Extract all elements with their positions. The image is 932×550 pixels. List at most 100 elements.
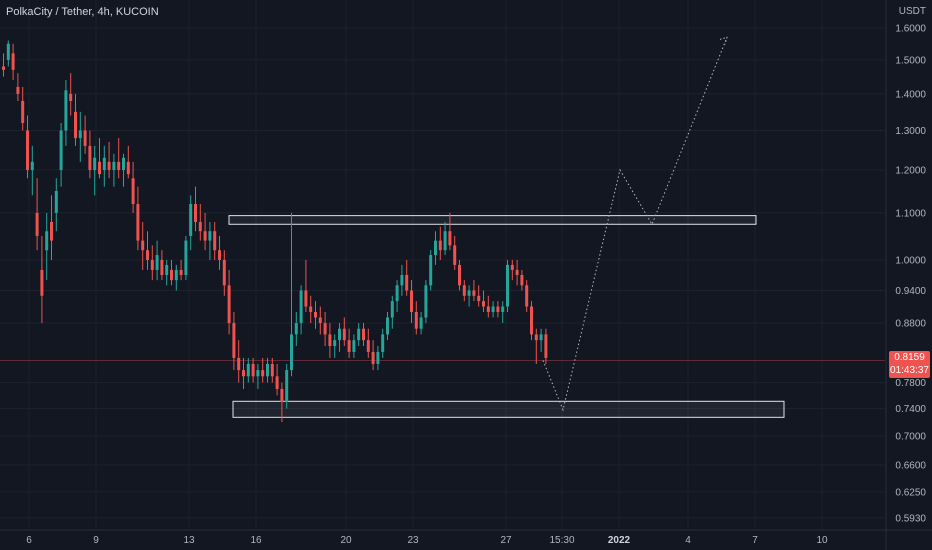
candle-body (107, 161, 111, 170)
candle (347, 328, 351, 358)
candle (45, 212, 49, 281)
candle-body (261, 370, 265, 377)
candle (314, 301, 317, 329)
candle-body (232, 323, 236, 358)
candle-body (184, 240, 188, 275)
candle-body (462, 285, 466, 296)
candle (194, 186, 197, 232)
candle (155, 240, 159, 281)
candle (213, 221, 217, 260)
candle-body (434, 240, 437, 256)
candle-body (443, 231, 447, 251)
candle (69, 73, 73, 116)
candle (501, 301, 505, 324)
candle (429, 250, 433, 291)
time-tick-label: 10 (816, 535, 828, 546)
price-tick-label: 1.2000 (895, 165, 926, 176)
candle-body (155, 255, 159, 270)
candle (74, 93, 77, 146)
candle-body (30, 161, 34, 170)
candle (131, 161, 135, 213)
candle (246, 357, 250, 383)
candle-body (112, 161, 116, 170)
candle-body (242, 370, 245, 377)
candle-body (304, 290, 308, 307)
candle-body (237, 357, 241, 371)
candle (126, 145, 130, 179)
candle-body (78, 130, 82, 139)
candle (150, 245, 154, 281)
candle-body (395, 285, 399, 302)
candle (251, 357, 255, 383)
candle-body (69, 93, 73, 102)
candle (491, 301, 495, 318)
candle (59, 122, 63, 187)
candle-body (256, 370, 260, 377)
candle-body (131, 178, 135, 205)
candle (11, 43, 15, 80)
candle-body (342, 328, 346, 341)
candle-body (102, 157, 106, 170)
candle-body (59, 130, 63, 170)
candle-body (333, 340, 337, 347)
candle (107, 142, 111, 179)
candle (232, 311, 236, 371)
candle (141, 221, 145, 270)
candle-body (35, 212, 39, 236)
candle (410, 280, 413, 324)
candle (304, 259, 308, 312)
candle (453, 235, 457, 270)
candle (328, 323, 332, 358)
candle (35, 178, 39, 251)
price-tick-label: 0.8800 (895, 319, 926, 330)
candle-body (501, 306, 505, 312)
candle (6, 40, 10, 67)
candle (506, 259, 509, 312)
candle-body (309, 306, 313, 312)
candle (78, 111, 82, 162)
candle (50, 195, 53, 260)
candle-body (64, 90, 68, 131)
candle (146, 231, 149, 270)
candle (179, 259, 183, 281)
candle-body (246, 363, 250, 377)
candle-body (352, 340, 356, 352)
candle-body (376, 351, 380, 364)
candle (102, 145, 106, 187)
candle (98, 138, 101, 179)
candle-body (477, 295, 481, 302)
candle (530, 301, 533, 341)
candle-body (357, 328, 361, 341)
candle (534, 328, 538, 364)
candle (189, 195, 193, 251)
candle (352, 334, 356, 358)
candle (395, 280, 399, 312)
candle-body (467, 290, 471, 296)
time-tick-label: 2022 (608, 535, 631, 546)
candle (136, 186, 140, 251)
candle-body (54, 190, 58, 213)
candle-body (338, 328, 341, 341)
candle (26, 115, 29, 179)
candle (434, 231, 437, 265)
candle (64, 79, 68, 146)
candle-body (381, 334, 385, 352)
time-tick-label: 4 (685, 535, 691, 546)
candle (88, 130, 92, 179)
candle-body (21, 101, 25, 123)
candle-body (366, 340, 370, 352)
candle-body (328, 334, 332, 347)
candle-body (174, 269, 178, 281)
candle-body (400, 274, 404, 286)
candle (112, 153, 116, 187)
candle (93, 145, 97, 196)
candle-body (40, 269, 44, 296)
candle-body (189, 204, 193, 236)
price-tick-label: 0.6600 (895, 461, 926, 472)
candle-body (419, 317, 423, 329)
candle (184, 235, 188, 281)
candle (472, 280, 476, 302)
candle-body (530, 306, 533, 335)
chart-title: PolkaCity / Tether, 4h, KUCOIN (6, 6, 159, 18)
